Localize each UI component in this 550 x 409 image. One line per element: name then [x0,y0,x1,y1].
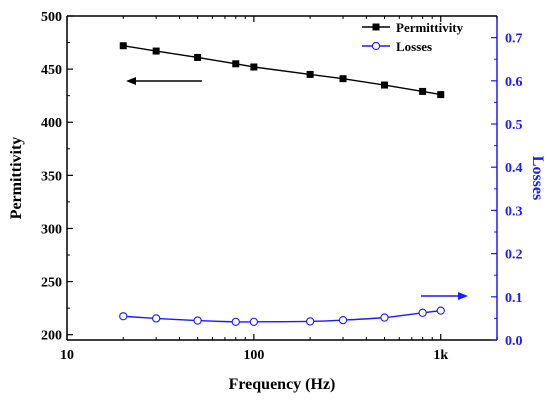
y-right-tick-label: 0.6 [505,75,523,90]
y-left-tick-label: 250 [41,276,62,291]
legend-permittivity-label: Permittivity [396,20,464,35]
losses-point [193,316,202,325]
y-left-tick-label: 450 [41,63,62,78]
plot-frame [66,15,498,341]
x-tick-label: 1k [433,348,448,363]
permittivity-point [232,60,240,68]
losses-point [305,317,315,326]
y-axis-right: 0.0 0.1 0.2 0.3 0.4 0.5 0.6 0.7 [491,32,523,349]
legend-permittivity-marker [372,23,380,31]
x-tick-label: 100 [243,348,264,363]
y-left-tick-label: 300 [41,222,62,237]
x-axis-title: Frequency (Hz) [229,376,336,393]
losses-point [152,314,161,323]
losses-point [418,308,427,317]
y-left-tick-label: 200 [41,329,62,344]
annotation-layer [126,77,468,300]
y-right-tick-label: 0.4 [505,161,523,176]
permittivity-point [306,70,314,78]
legend: Permittivity Losses [362,20,464,54]
permittivity-series-line [123,45,441,96]
y-right-tick-label: 0.3 [505,204,523,219]
permittivity-point [339,75,347,83]
arrow-to-right-axis-head [458,292,468,300]
permittivity-point [194,53,202,61]
losses-point [436,306,445,315]
y-axis-right-title: Losses [529,156,546,200]
series-layer [119,42,445,327]
y-left-tick-label: 400 [41,116,62,131]
y-right-tick-label: 0.5 [505,118,523,133]
y-left-tick-label: 350 [41,169,62,184]
permittivity-point [250,63,258,71]
permittivity-point [380,81,388,89]
x-tick-label: 10 [60,348,74,363]
legend-losses-label: Losses [396,39,432,54]
losses-point [380,313,389,322]
permittivity-point [119,42,127,50]
legend-losses-marker [371,41,381,51]
y-right-tick-label: 0.2 [505,248,523,263]
permittivity-point [152,47,160,55]
losses-point [231,317,240,327]
losses-series-line [123,309,441,323]
y-left-tick-label: 500 [41,10,62,25]
permittivity-point [419,87,427,95]
y-right-tick-label: 0.1 [505,291,523,306]
arrow-to-left-axis-head [126,77,136,85]
x-axis: 10 100 1k [60,16,498,363]
losses-point [249,317,259,327]
permittivity-point [437,91,445,99]
y-axis-left: 200 250 300 350 400 450 500 [41,10,73,344]
losses-point [119,312,128,321]
y-axis-left-title: Permittivity [8,137,25,220]
losses-point [338,315,348,325]
y-right-tick-label: 0.0 [505,334,523,349]
y-right-tick-label: 0.7 [505,32,523,47]
